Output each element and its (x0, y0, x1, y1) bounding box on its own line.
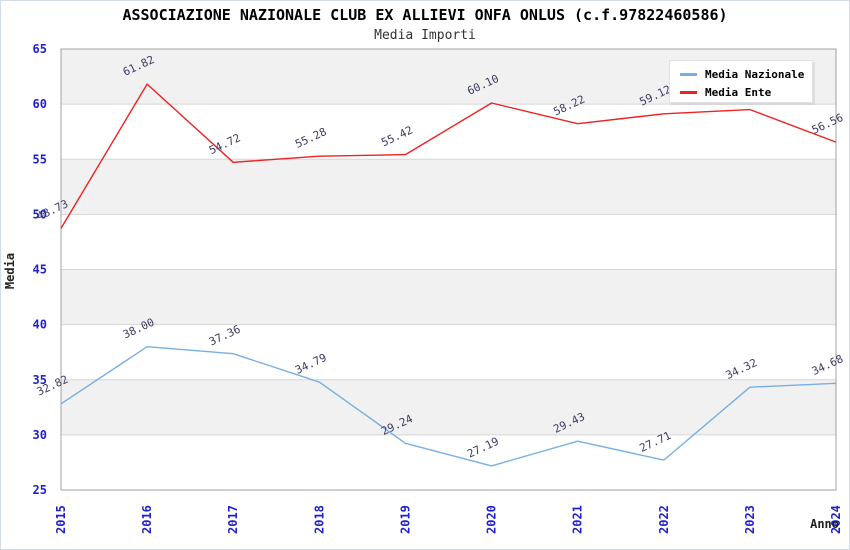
x-tick-label: 2023 (743, 505, 757, 534)
y-axis-title: Media (3, 252, 18, 290)
x-tick-label: 2024 (829, 505, 843, 534)
legend-item-ente: Media Ente (680, 83, 812, 101)
plot-band (61, 214, 836, 270)
y-tick-label: 55 (33, 152, 47, 166)
x-tick-label: 2015 (54, 505, 68, 534)
legend: Media Nazionale Media Ente (669, 60, 813, 103)
y-tick-label: 45 (33, 263, 47, 277)
y-tick-label: 25 (33, 483, 47, 497)
plot-band (61, 434, 836, 490)
plot-band (61, 269, 836, 325)
x-tick-label: 2020 (485, 505, 499, 534)
series-line (60, 346, 837, 467)
chart-subtitle: Media Importi (374, 28, 476, 43)
x-tick-label: 2019 (398, 505, 412, 534)
x-tick-label: 2022 (657, 505, 671, 534)
plot-border (60, 48, 837, 491)
legend-item-nazionale: Media Nazionale (680, 65, 812, 83)
x-tick-label: 2018 (312, 505, 326, 534)
y-tick-label: 40 (33, 318, 47, 332)
x-tick-label: 2021 (571, 505, 585, 534)
y-tick-label: 30 (33, 428, 47, 442)
plot-band (61, 324, 836, 380)
series-line (60, 83, 837, 229)
line-swatch-blue-icon (680, 72, 697, 76)
plot-band (61, 379, 836, 435)
line-swatch-red-icon (680, 90, 697, 94)
legend-label: Media Nazionale (705, 67, 805, 81)
legend-label: Media Ente (705, 85, 772, 99)
chart-title: ASSOCIAZIONE NAZIONALE CLUB EX ALLIEVI O… (122, 6, 728, 24)
x-axis-title: Anno (810, 517, 839, 531)
plot-band (61, 104, 836, 160)
y-tick-label: 65 (33, 42, 47, 56)
plot-band (61, 159, 836, 215)
x-tick-label: 2017 (226, 505, 240, 534)
y-tick-label: 50 (33, 207, 47, 221)
x-tick-label: 2016 (140, 505, 154, 534)
y-tick-label: 60 (33, 97, 47, 111)
y-tick-label: 35 (33, 373, 47, 387)
